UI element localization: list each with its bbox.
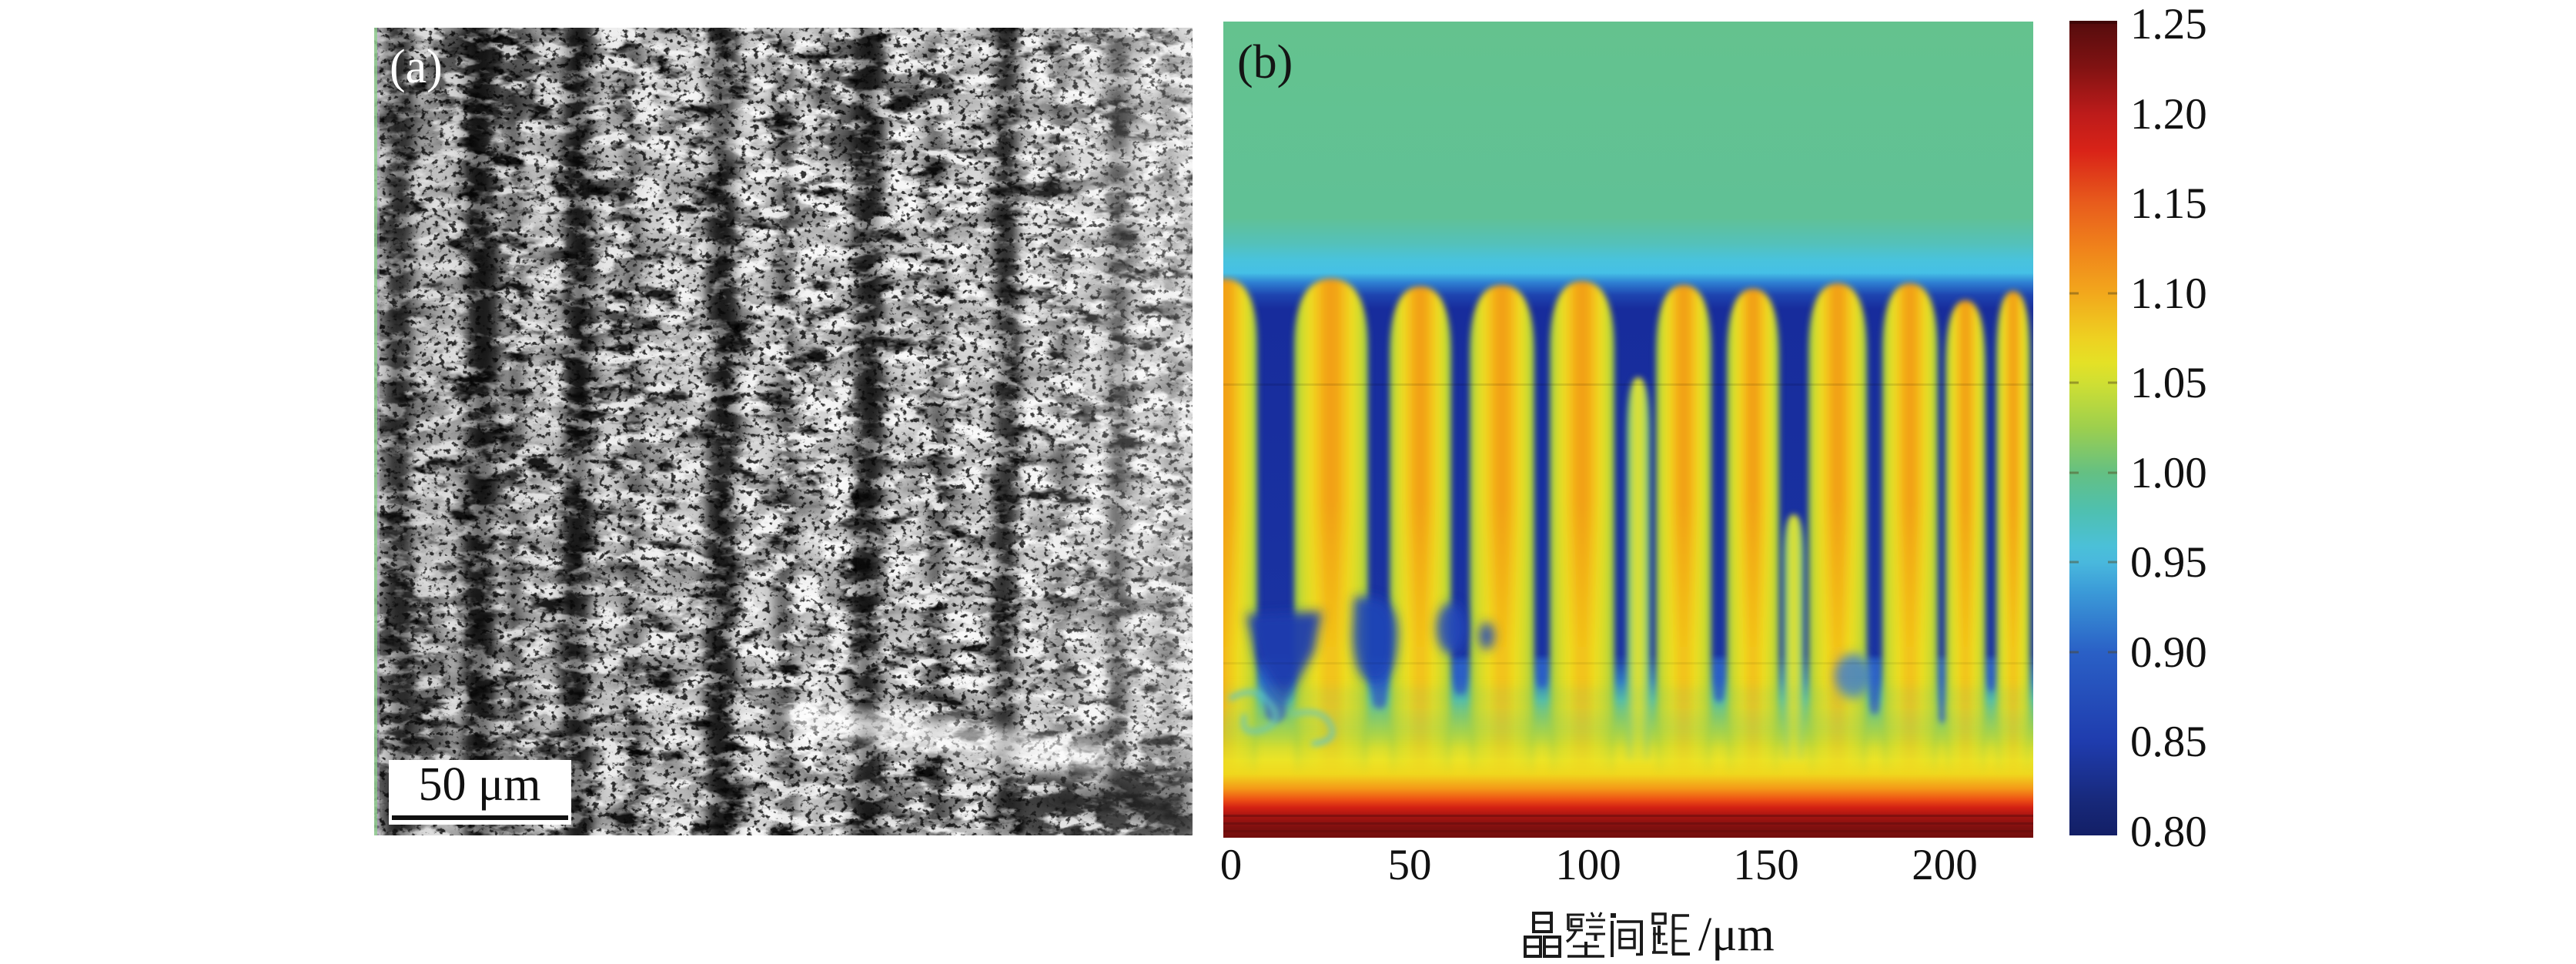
svg-text:50 μm: 50 μm [419,758,541,811]
svg-text:(b): (b) [1237,36,1293,89]
svg-text:(a): (a) [390,41,443,93]
